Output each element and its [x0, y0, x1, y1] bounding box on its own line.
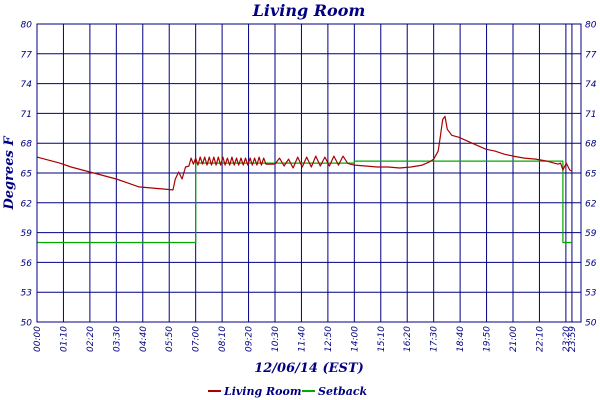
y-tick-label-right: 62 — [585, 199, 597, 209]
y-tick-label-right: 74 — [585, 80, 597, 90]
x-tick-label: 11:40 — [297, 326, 307, 352]
y-tick-label: 68 — [21, 140, 33, 150]
chart-title: Living Room — [252, 1, 366, 20]
x-tick-label: 00:00 — [33, 326, 43, 352]
y-tick-label: 50 — [21, 319, 33, 329]
x-tick-label: 08:10 — [218, 326, 228, 352]
y-tick-label: 71 — [21, 110, 32, 120]
x-tick-label: 18:40 — [456, 326, 466, 352]
x-tick-label: 09:20 — [245, 326, 255, 352]
x-tick-label: 23:59 — [568, 326, 578, 352]
x-tick-label: 07:00 — [192, 326, 202, 352]
y-tick-label: 53 — [21, 289, 33, 299]
x-axis: 00:00 01:10 02:20 03:30 04:40 05:50 07:00 08:10… — [33, 326, 578, 352]
x-tick-label: 14:00 — [350, 326, 360, 352]
legend-label: Living Room — [223, 385, 301, 398]
x-tick-label: 05:50 — [165, 326, 175, 352]
x-tick-label: 12:50 — [324, 326, 334, 352]
x-tick-label: 04:40 — [139, 326, 149, 352]
series-layer — [36, 115, 573, 244]
x-tick-label: 23:20 — [562, 326, 572, 352]
y-tick-label: 62 — [21, 199, 33, 209]
legend: Living Room Setback — [208, 385, 368, 398]
y-tick-label: 77 — [21, 50, 33, 60]
x-tick-label: 19:50 — [483, 326, 493, 352]
y-tick-label: 65 — [21, 170, 33, 180]
y-tick-label-right: 80 — [585, 21, 597, 31]
y-axis-label: Degrees F — [2, 136, 17, 211]
x-tick-label: 15:10 — [377, 326, 387, 352]
y-tick-label-right: 71 — [585, 110, 596, 120]
series-line-living-room — [36, 115, 573, 191]
x-tick-label: 01:10 — [59, 326, 69, 352]
x-tick-label: 22:10 — [535, 326, 545, 352]
y-tick-label: 74 — [21, 80, 33, 90]
y-tick-label-right: 65 — [585, 170, 597, 180]
legend-label: Setback — [318, 385, 368, 398]
y-tick-label-right: 77 — [585, 50, 597, 60]
series-line-setback — [37, 160, 572, 244]
y-axis-left: 50 53 56 59 62 65 68 71 74 77 80 — [21, 21, 33, 329]
y-tick-label-right: 53 — [585, 289, 597, 299]
y-tick-label-right: 56 — [585, 259, 597, 269]
x-tick-label: 21:00 — [509, 326, 519, 352]
x-tick-label: 17:30 — [430, 326, 440, 352]
y-tick-label: 59 — [21, 229, 33, 239]
x-tick-label: 10:30 — [271, 326, 281, 352]
y-tick-label: 80 — [21, 21, 33, 31]
plot-frame — [36, 23, 582, 323]
x-tick-label: 03:30 — [112, 326, 122, 352]
y-tick-label-right: 50 — [585, 319, 597, 329]
y-tick-label-right: 59 — [585, 229, 597, 239]
grid — [36, 23, 581, 323]
x-tick-label: 16:20 — [403, 326, 413, 352]
x-axis-label: 12/06/14 (EST) — [254, 361, 364, 376]
y-tick-label-right: 68 — [585, 140, 597, 150]
y-tick-label: 56 — [21, 259, 33, 269]
y-axis-right: 50 53 56 59 62 65 68 71 74 77 80 — [585, 21, 597, 329]
x-tick-label: 02:20 — [86, 326, 96, 352]
